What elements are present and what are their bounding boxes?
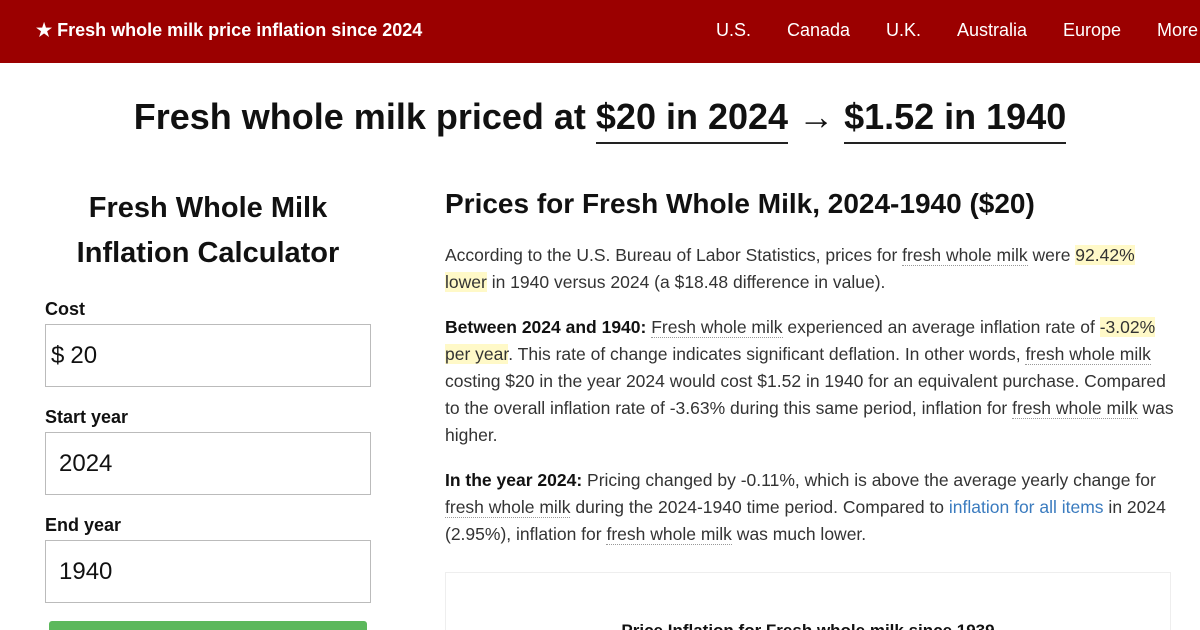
site-brand-link[interactable]: ★ Fresh whole milk price inflation since… — [36, 20, 423, 40]
top-navigation-bar: ★ Fresh whole milk price inflation since… — [0, 0, 1200, 63]
end-year-input[interactable]: 1940 — [45, 540, 371, 603]
nav-item-uk[interactable]: U.K. — [886, 20, 922, 40]
term-fresh-whole-milk[interactable]: Fresh whole milk — [651, 317, 783, 338]
p1-text: According to the U.S. Bureau of Labor St… — [445, 245, 903, 265]
price-chart-card: Price Inflation for Fresh whole milk sin… — [445, 572, 1171, 630]
headline-to-value[interactable]: $1.52 in 1940 — [844, 96, 1067, 144]
cost-input[interactable]: $20 — [45, 324, 371, 387]
nav-item-more[interactable]: More — [1157, 20, 1199, 40]
nav-item-europe[interactable]: Europe — [1063, 20, 1122, 40]
calculator-title: Fresh Whole Milk Inflation Calculator — [76, 192, 340, 269]
p3-text: Pricing changed by -0.11%, which is abov… — [582, 470, 1156, 490]
p3-text: was much lower. — [731, 524, 867, 544]
region-nav: U.S. Canada U.K. Australia Europe More — [0, 20, 1200, 44]
start-year-input[interactable]: 2024 — [45, 432, 371, 495]
calculate-button[interactable] — [49, 621, 367, 630]
term-fresh-whole-milk[interactable]: fresh whole milk — [445, 497, 571, 518]
end-year-value: 1940 — [59, 558, 113, 585]
headline-from-value[interactable]: $20 in 2024 — [595, 96, 789, 144]
currency-symbol: $ — [51, 342, 65, 369]
nav-item-canada[interactable]: Canada — [787, 20, 851, 40]
p3-text: in 2024 (2.95%), inflation for — [445, 497, 1166, 544]
p2-text: was higher. — [445, 398, 1174, 445]
term-fresh-whole-milk[interactable]: fresh whole milk — [1025, 344, 1151, 365]
year-paragraph: In the year 2024: Pricing changed by -0.… — [445, 467, 1175, 548]
cost-input-value: 20 — [70, 342, 98, 369]
p2-text: . This rate of change indicates signific… — [508, 344, 1026, 364]
start-year-label: Start year — [45, 407, 129, 427]
article-content: Prices for Fresh Whole Milk, 2024-1940 (… — [445, 188, 1175, 566]
period-paragraph: Between 2024 and 1940: Fresh whole milk … — [445, 314, 1175, 449]
end-year-label: End year — [45, 515, 122, 535]
start-year-value: 2024 — [59, 450, 113, 477]
summary-paragraph: According to the U.S. Bureau of Labor St… — [445, 242, 1175, 296]
page-headline: Fresh whole milk priced at $20 in 2024 → $… — [0, 96, 1200, 144]
p2-text: experienced an average inflation rate of — [782, 317, 1100, 337]
period-lead: Between 2024 and 1940: — [445, 317, 647, 337]
headline-prefix: Fresh whole milk priced at — [133, 96, 596, 137]
chart-title: Price Inflation for Fresh whole milk sin… — [446, 621, 1170, 630]
term-fresh-whole-milk[interactable]: fresh whole milk — [1012, 398, 1138, 419]
headline-arrow: → — [798, 96, 835, 137]
p1-text: in 1940 versus 2024 (a $18.48 difference… — [486, 272, 886, 292]
cost-label: Cost — [45, 299, 85, 319]
p2-text: costing $20 in the year 2024 would cost … — [445, 371, 1166, 418]
all-items-inflation-link[interactable]: inflation for all items — [948, 497, 1104, 517]
p3-text: during the 2024-1940 time period. Compar… — [570, 497, 949, 517]
article-heading: Prices for Fresh Whole Milk, 2024-1940 (… — [445, 188, 1035, 219]
inflation-calculator: Fresh Whole Milk Inflation Calculator Co… — [45, 186, 371, 630]
nav-item-australia[interactable]: Australia — [957, 20, 1028, 40]
year-lead: In the year 2024: — [445, 470, 583, 490]
p1-text: were — [1027, 245, 1076, 265]
term-fresh-whole-milk[interactable]: fresh whole milk — [606, 524, 732, 545]
term-fresh-whole-milk[interactable]: fresh whole milk — [902, 245, 1028, 266]
nav-item-us[interactable]: U.S. — [716, 20, 752, 40]
